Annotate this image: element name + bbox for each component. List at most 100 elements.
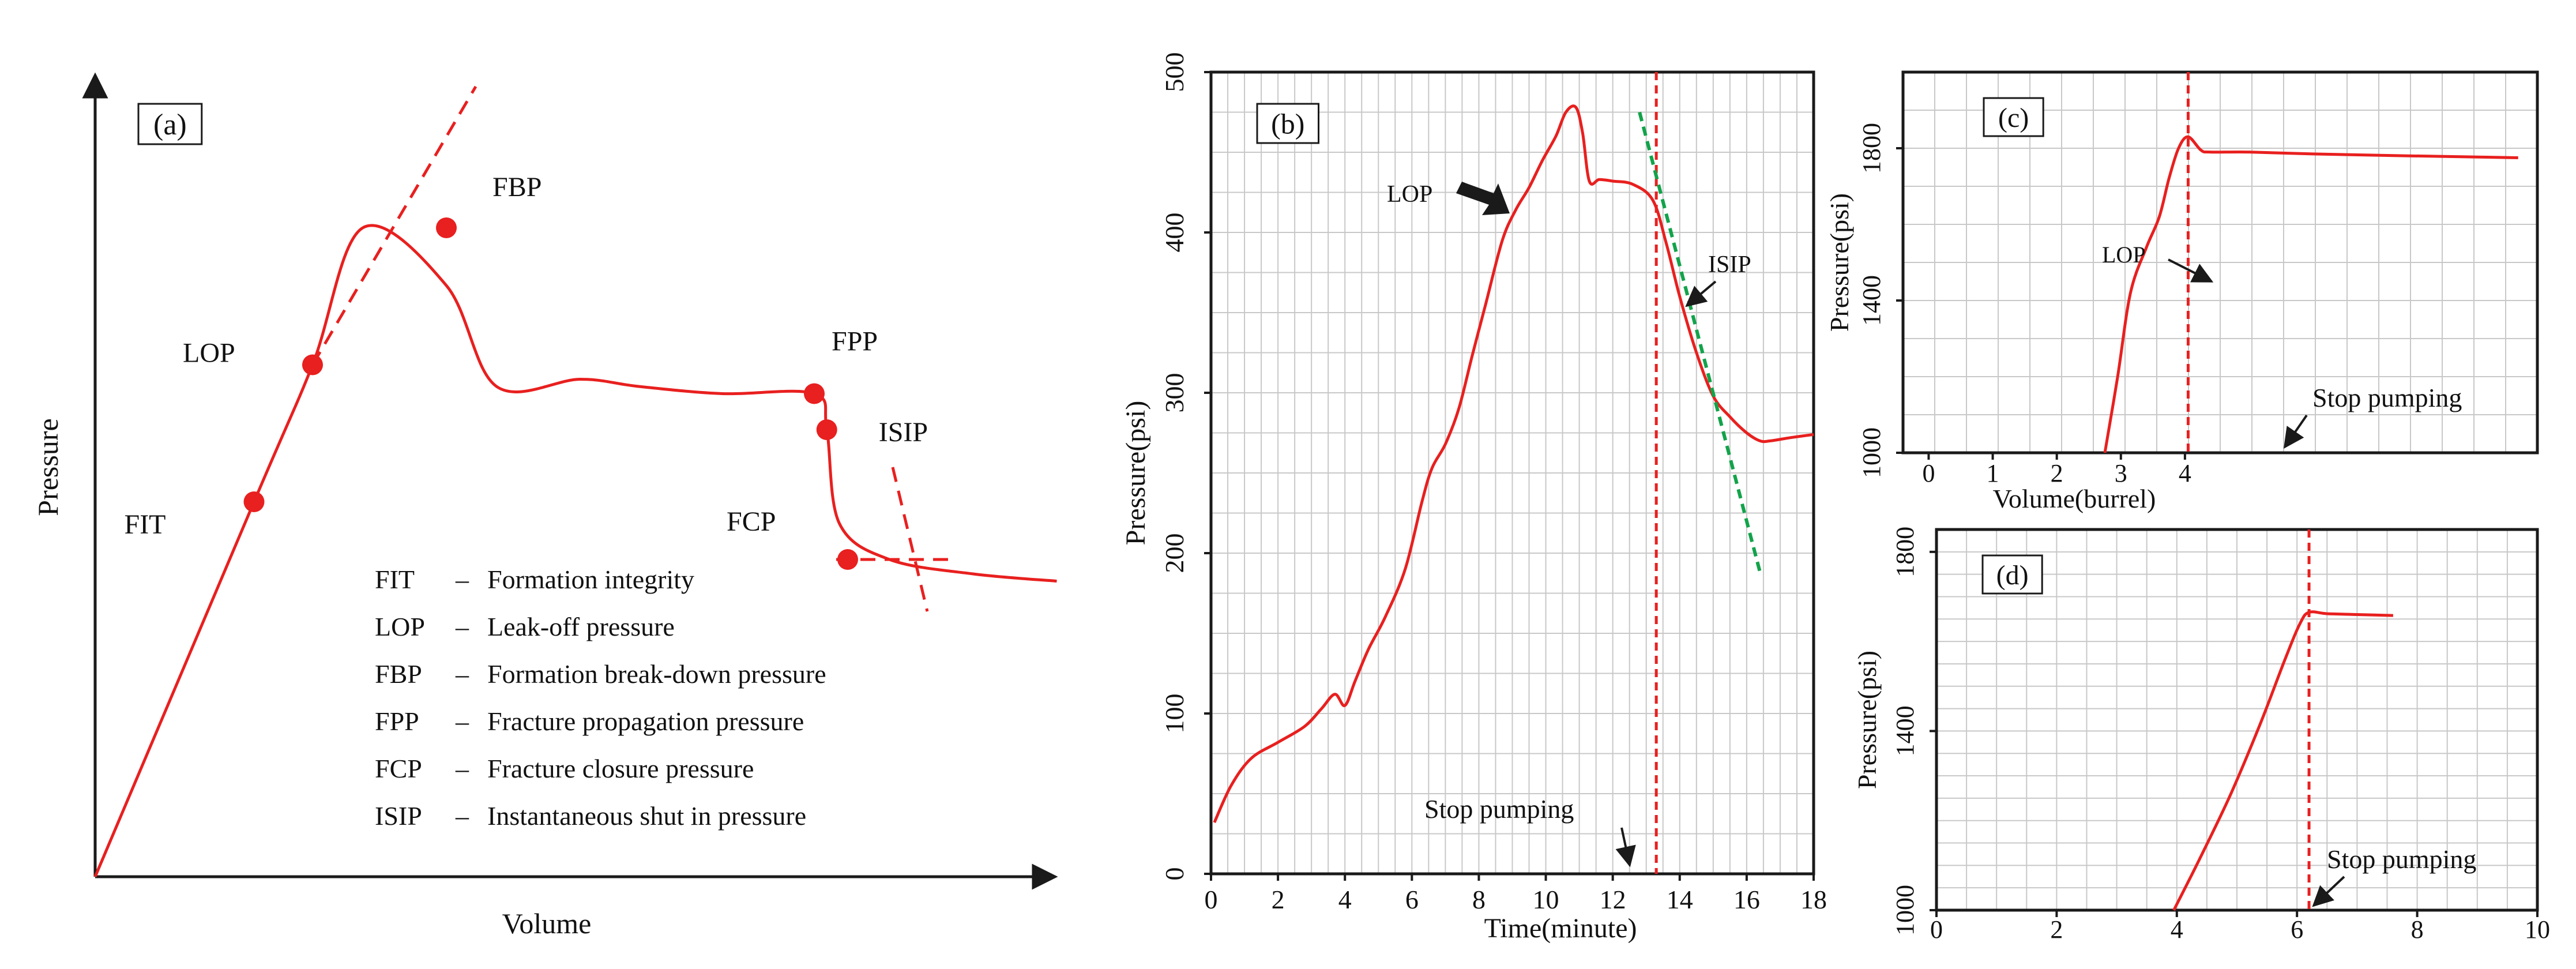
legend-description: Fracture propagation pressure <box>487 707 804 736</box>
x-tick-label: 10 <box>1533 885 1559 914</box>
x-tick-label: 3 <box>2115 459 2127 487</box>
panel-c-chart: 0 1 2 3 4 1000 1400 1800 Volume(burrel) Pressure(… <box>1825 70 2539 513</box>
point-label-isip: ISIP <box>879 417 928 448</box>
y-tick-label: 0 <box>1160 867 1189 881</box>
panel-label: (d) <box>1996 560 2029 591</box>
point-lop <box>302 354 323 375</box>
legend-dash: – <box>455 754 469 783</box>
annotation-stop-pumping: Stop pumping <box>2327 844 2476 874</box>
legend-description: Formation break-down pressure <box>487 659 826 689</box>
y-tick-label: 1400 <box>1891 705 1919 756</box>
y-tick-label: 300 <box>1160 373 1189 413</box>
panel-label: (b) <box>1271 108 1304 140</box>
x-tick-label: 1 <box>1987 459 1999 487</box>
x-tick-label: 8 <box>2411 915 2424 944</box>
stop-pumping-pointer <box>1615 827 1636 867</box>
point-label-fit: FIT <box>125 509 166 540</box>
annotation-stop-pumping: Stop pumping <box>1424 794 1574 824</box>
panel-label-a-frame <box>137 103 203 145</box>
x-tick-label: 6 <box>2291 915 2303 944</box>
closure-dashed-vertical <box>891 467 929 612</box>
pressure-curve <box>2172 610 2393 911</box>
y-axis-label: Pressure(psi) <box>1852 651 1882 789</box>
legend-dash: – <box>455 565 469 594</box>
tangent-dashed-line <box>311 85 477 366</box>
x-axis-label: Time(minute) <box>1484 913 1637 944</box>
annotation-isip: ISIP <box>1708 251 1751 278</box>
x-tick-label: 0 <box>1930 915 1943 944</box>
lop-pointer <box>2168 258 2214 283</box>
point-fit <box>243 491 265 512</box>
x-tick-label: 4 <box>2171 915 2183 944</box>
y-axis-label: Pressure(psi) <box>1825 193 1854 332</box>
legend-dash: – <box>455 801 469 831</box>
x-tick-label: 4 <box>1338 885 1352 914</box>
legend-dash: – <box>455 612 469 641</box>
panel-a-schematic: (a) Volume Pressure FIT LOP FBP FPP ISIP FCP FIT –… <box>32 72 1058 940</box>
stop-pumping-pointer <box>2312 876 2345 907</box>
x-tick-label: 0 <box>1922 459 1935 487</box>
y-tick-label: 200 <box>1160 534 1189 573</box>
isip-tangent-line <box>1638 111 1762 573</box>
y-axis-label: Pressure <box>32 418 64 516</box>
legend-description: Formation integrity <box>487 565 694 594</box>
panel-label: (c) <box>1998 103 2029 133</box>
panel-label-frame <box>1256 103 1319 144</box>
x-axis-label: Volume <box>502 907 592 940</box>
x-tick-label: 18 <box>1800 885 1827 914</box>
x-tick-label: 14 <box>1667 885 1693 914</box>
isip-pointer <box>1685 280 1717 307</box>
point-fpp <box>804 383 825 404</box>
y-tick-label: 400 <box>1160 213 1189 253</box>
panel-b-chart: 0 2 4 6 8 10 12 14 16 18 0 100 200 300 400 500 Time(minu… <box>1120 52 1827 944</box>
panel-d-chart: 0 2 4 6 8 10 1000 1400 1800 Pressure(psi) (d) Stop … <box>1852 527 2550 944</box>
panel-label-a: (a) <box>153 108 187 141</box>
y-tick-label: 1800 <box>1857 123 1886 174</box>
annotation-lop: LOP <box>2102 242 2146 268</box>
x-tick-label: 6 <box>1405 885 1419 914</box>
panel-label-frame <box>1983 97 2044 137</box>
x-tick-label: 2 <box>1272 885 1285 914</box>
y-axis-label: Pressure(psi) <box>1120 401 1151 546</box>
annotation-stop-pumping: Stop pumping <box>2312 383 2462 412</box>
pressure-curve <box>93 224 1057 877</box>
legend-abbr: FBP <box>375 659 422 689</box>
plot-frame <box>1935 528 2539 912</box>
y-tick-label: 1000 <box>1857 427 1886 478</box>
point-label-fpp: FPP <box>832 326 878 357</box>
x-tick-label: 0 <box>1205 885 1218 914</box>
x-tick-label: 12 <box>1600 885 1626 914</box>
x-tick-label: 2 <box>2050 915 2063 944</box>
pressure-curve <box>1213 104 1814 824</box>
x-tick-label: 4 <box>2179 459 2191 487</box>
point-fbp <box>436 217 457 238</box>
x-tick-label: 8 <box>1472 885 1486 914</box>
legend-abbr: FPP <box>375 707 419 736</box>
y-tick-label: 1800 <box>1891 527 1919 577</box>
plot-frame <box>1901 70 2539 455</box>
legend-description: Fracture closure pressure <box>487 754 754 783</box>
point-label-fbp: FBP <box>492 172 541 202</box>
x-tick-label: 10 <box>2525 915 2550 944</box>
y-tick-label: 1000 <box>1891 885 1919 936</box>
x-tick-label: 16 <box>1733 885 1760 914</box>
point-fcp <box>837 549 858 570</box>
stop-pumping-pointer <box>2283 414 2308 449</box>
point-label-fcp: FCP <box>727 506 776 537</box>
legend-abbr: LOP <box>375 612 425 641</box>
y-tick-label: 1400 <box>1857 275 1886 326</box>
x-tick-label: 2 <box>2051 459 2063 487</box>
plot-frame <box>1209 70 1815 876</box>
legend-description: Instantaneous shut in pressure <box>487 801 806 831</box>
panel-label-frame <box>1981 554 2043 595</box>
legend-dash: – <box>455 659 469 689</box>
legend-dash: – <box>455 707 469 736</box>
legend-abbr: ISIP <box>375 801 422 831</box>
legend-abbr: FCP <box>375 754 422 783</box>
x-axis-label: Volume(burrel) <box>1993 484 2156 513</box>
legend-description: Leak-off pressure <box>487 612 675 641</box>
legend-abbr: FIT <box>375 565 415 594</box>
pressure-curve <box>2103 135 2518 453</box>
y-tick-label: 500 <box>1160 52 1189 92</box>
